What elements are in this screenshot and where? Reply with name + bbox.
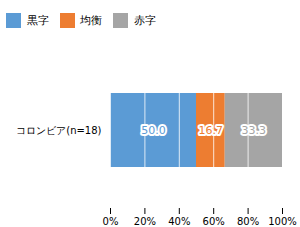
svg-text:50.0: 50.0 [141, 124, 166, 137]
svg-text:40%: 40% [168, 215, 190, 226]
html-text:均衡: 均衡 [80, 14, 102, 27]
svg-text:コロンビア(n=18): コロンビア(n=18) [16, 124, 101, 135]
svg-text:33.3: 33.3 [242, 124, 267, 137]
svg-text:0%: 0% [103, 215, 119, 226]
svg-text:100%: 100% [268, 215, 297, 226]
svg-text:80%: 80% [237, 215, 259, 226]
svg-text:16.7: 16.7 [199, 124, 224, 137]
html-text:赤字: 赤字 [133, 14, 156, 27]
html-text:黒字: 黒字 [26, 14, 49, 27]
svg-text:20%: 20% [134, 215, 156, 226]
svg-text:60%: 60% [203, 215, 225, 226]
